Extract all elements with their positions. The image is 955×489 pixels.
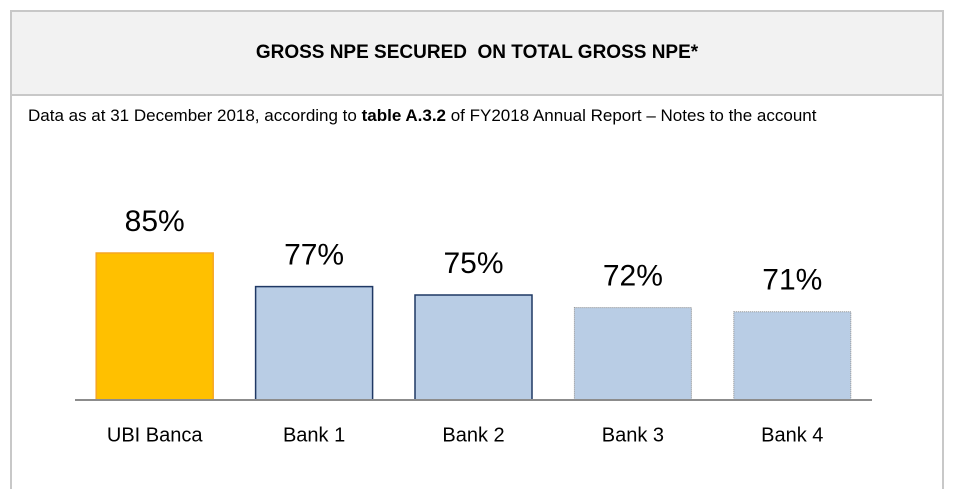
value-label: 75% — [443, 247, 503, 280]
note-text: of FY2018 Annual Report – Notes to the a… — [446, 106, 817, 125]
x-tick-label: UBI Banca — [107, 424, 203, 446]
x-tick-label: Bank 3 — [602, 424, 664, 446]
bar — [254, 285, 374, 401]
value-label: 77% — [284, 239, 344, 272]
bar — [733, 311, 852, 401]
value-label: 71% — [762, 264, 822, 297]
value-label: 85% — [125, 205, 185, 238]
note: Data as at 31 December 2018, according t… — [28, 103, 928, 129]
x-tick-label: Bank 4 — [761, 424, 823, 446]
note-bold: table A.3.2 — [361, 106, 446, 125]
value-label: 72% — [603, 260, 663, 293]
header: GROSS NPE SECURED ON TOTAL GROSS NPE* — [12, 12, 942, 96]
note-text: Data as at 31 December 2018, according t… — [28, 106, 362, 125]
bar — [95, 252, 214, 401]
bar — [573, 307, 692, 401]
x-tick-label: Bank 2 — [442, 424, 504, 446]
title: GROSS NPE SECURED ON TOTAL GROSS NPE* — [255, 42, 699, 63]
panel: GROSS NPE SECURED ON TOTAL GROSS NPE* — [10, 10, 944, 489]
bar — [414, 294, 533, 401]
x-tick-label: Bank 1 — [283, 424, 345, 446]
